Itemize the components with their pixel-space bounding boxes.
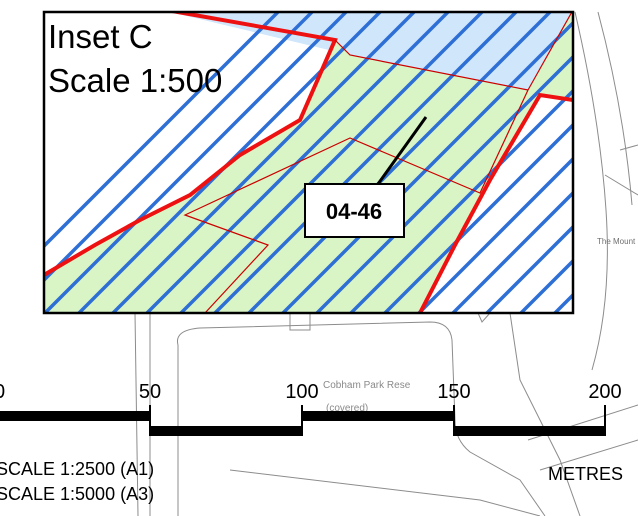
parcel-boundary: [527, 12, 573, 91]
scale-text-a3: SCALE 1:5000 (A3): [0, 484, 154, 504]
road-edge: [619, 144, 638, 151]
inset-title: Inset C: [48, 18, 153, 55]
building-outline: [289, 313, 311, 331]
reservoir-note: (covered): [326, 403, 368, 414]
road-edge: [604, 174, 638, 196]
outer-boundary: [418, 92, 573, 313]
hatch-line: [144, 12, 451, 313]
road-edge: [574, 11, 608, 371]
hatch-line: [606, 0, 638, 330]
reservoir-label: Cobham Park Rese: [323, 380, 411, 391]
scale-unit-label: METRES: [548, 464, 623, 484]
hatch-line: [212, 12, 519, 313]
plot-label-box: [304, 183, 405, 238]
track-line: [229, 469, 541, 516]
parcel-boundary: [183, 89, 529, 313]
hatch-line: [280, 20, 573, 313]
hatch-line: [110, 12, 417, 313]
scale-tick-label: 0: [0, 381, 5, 403]
hatch-line: [484, 224, 573, 313]
scale-tick-label: 200: [588, 381, 621, 403]
parcel-boundary: [334, 39, 529, 91]
scale-text-a1: SCALE 1:2500 (A1): [0, 459, 154, 479]
scale-bar-segment: [150, 426, 302, 436]
hatch-line: [450, 190, 573, 313]
scale-bar-segment: [454, 426, 606, 436]
inset-scale: Scale 1:500: [48, 62, 222, 99]
hatch-line: [382, 122, 573, 313]
track-line: [539, 439, 638, 471]
scale-tick-label: 100: [285, 381, 318, 403]
blue-hatching: [44, 0, 638, 330]
scale-tick-label: 50: [139, 381, 161, 403]
outer-boundary: [44, 12, 338, 277]
hatch-line: [44, 12, 281, 249]
track-line: [477, 312, 491, 323]
scale-bar-segment: [302, 411, 454, 421]
place-label: The Mount: [597, 237, 636, 246]
inset-map: 04-46 Inset C Scale 1:500: [42, 0, 638, 330]
scale-bar-segment: [0, 411, 150, 421]
hatch-line: [44, 12, 349, 313]
hatch-line: [518, 258, 573, 313]
label-leader-line: [376, 116, 428, 185]
track-line: [509, 312, 581, 516]
scale-bar: 0 50 100 150 200 METRES SCALE 1:2500 (A1…: [0, 381, 623, 504]
hatch-line: [314, 54, 573, 313]
road-edge: [597, 11, 633, 206]
scale-tick-label: 150: [437, 381, 470, 403]
reservoir-outline: [176, 321, 546, 516]
hatch-line: [178, 12, 485, 313]
inset-frame: [42, 10, 575, 315]
plot-label: 04-46: [326, 199, 382, 224]
